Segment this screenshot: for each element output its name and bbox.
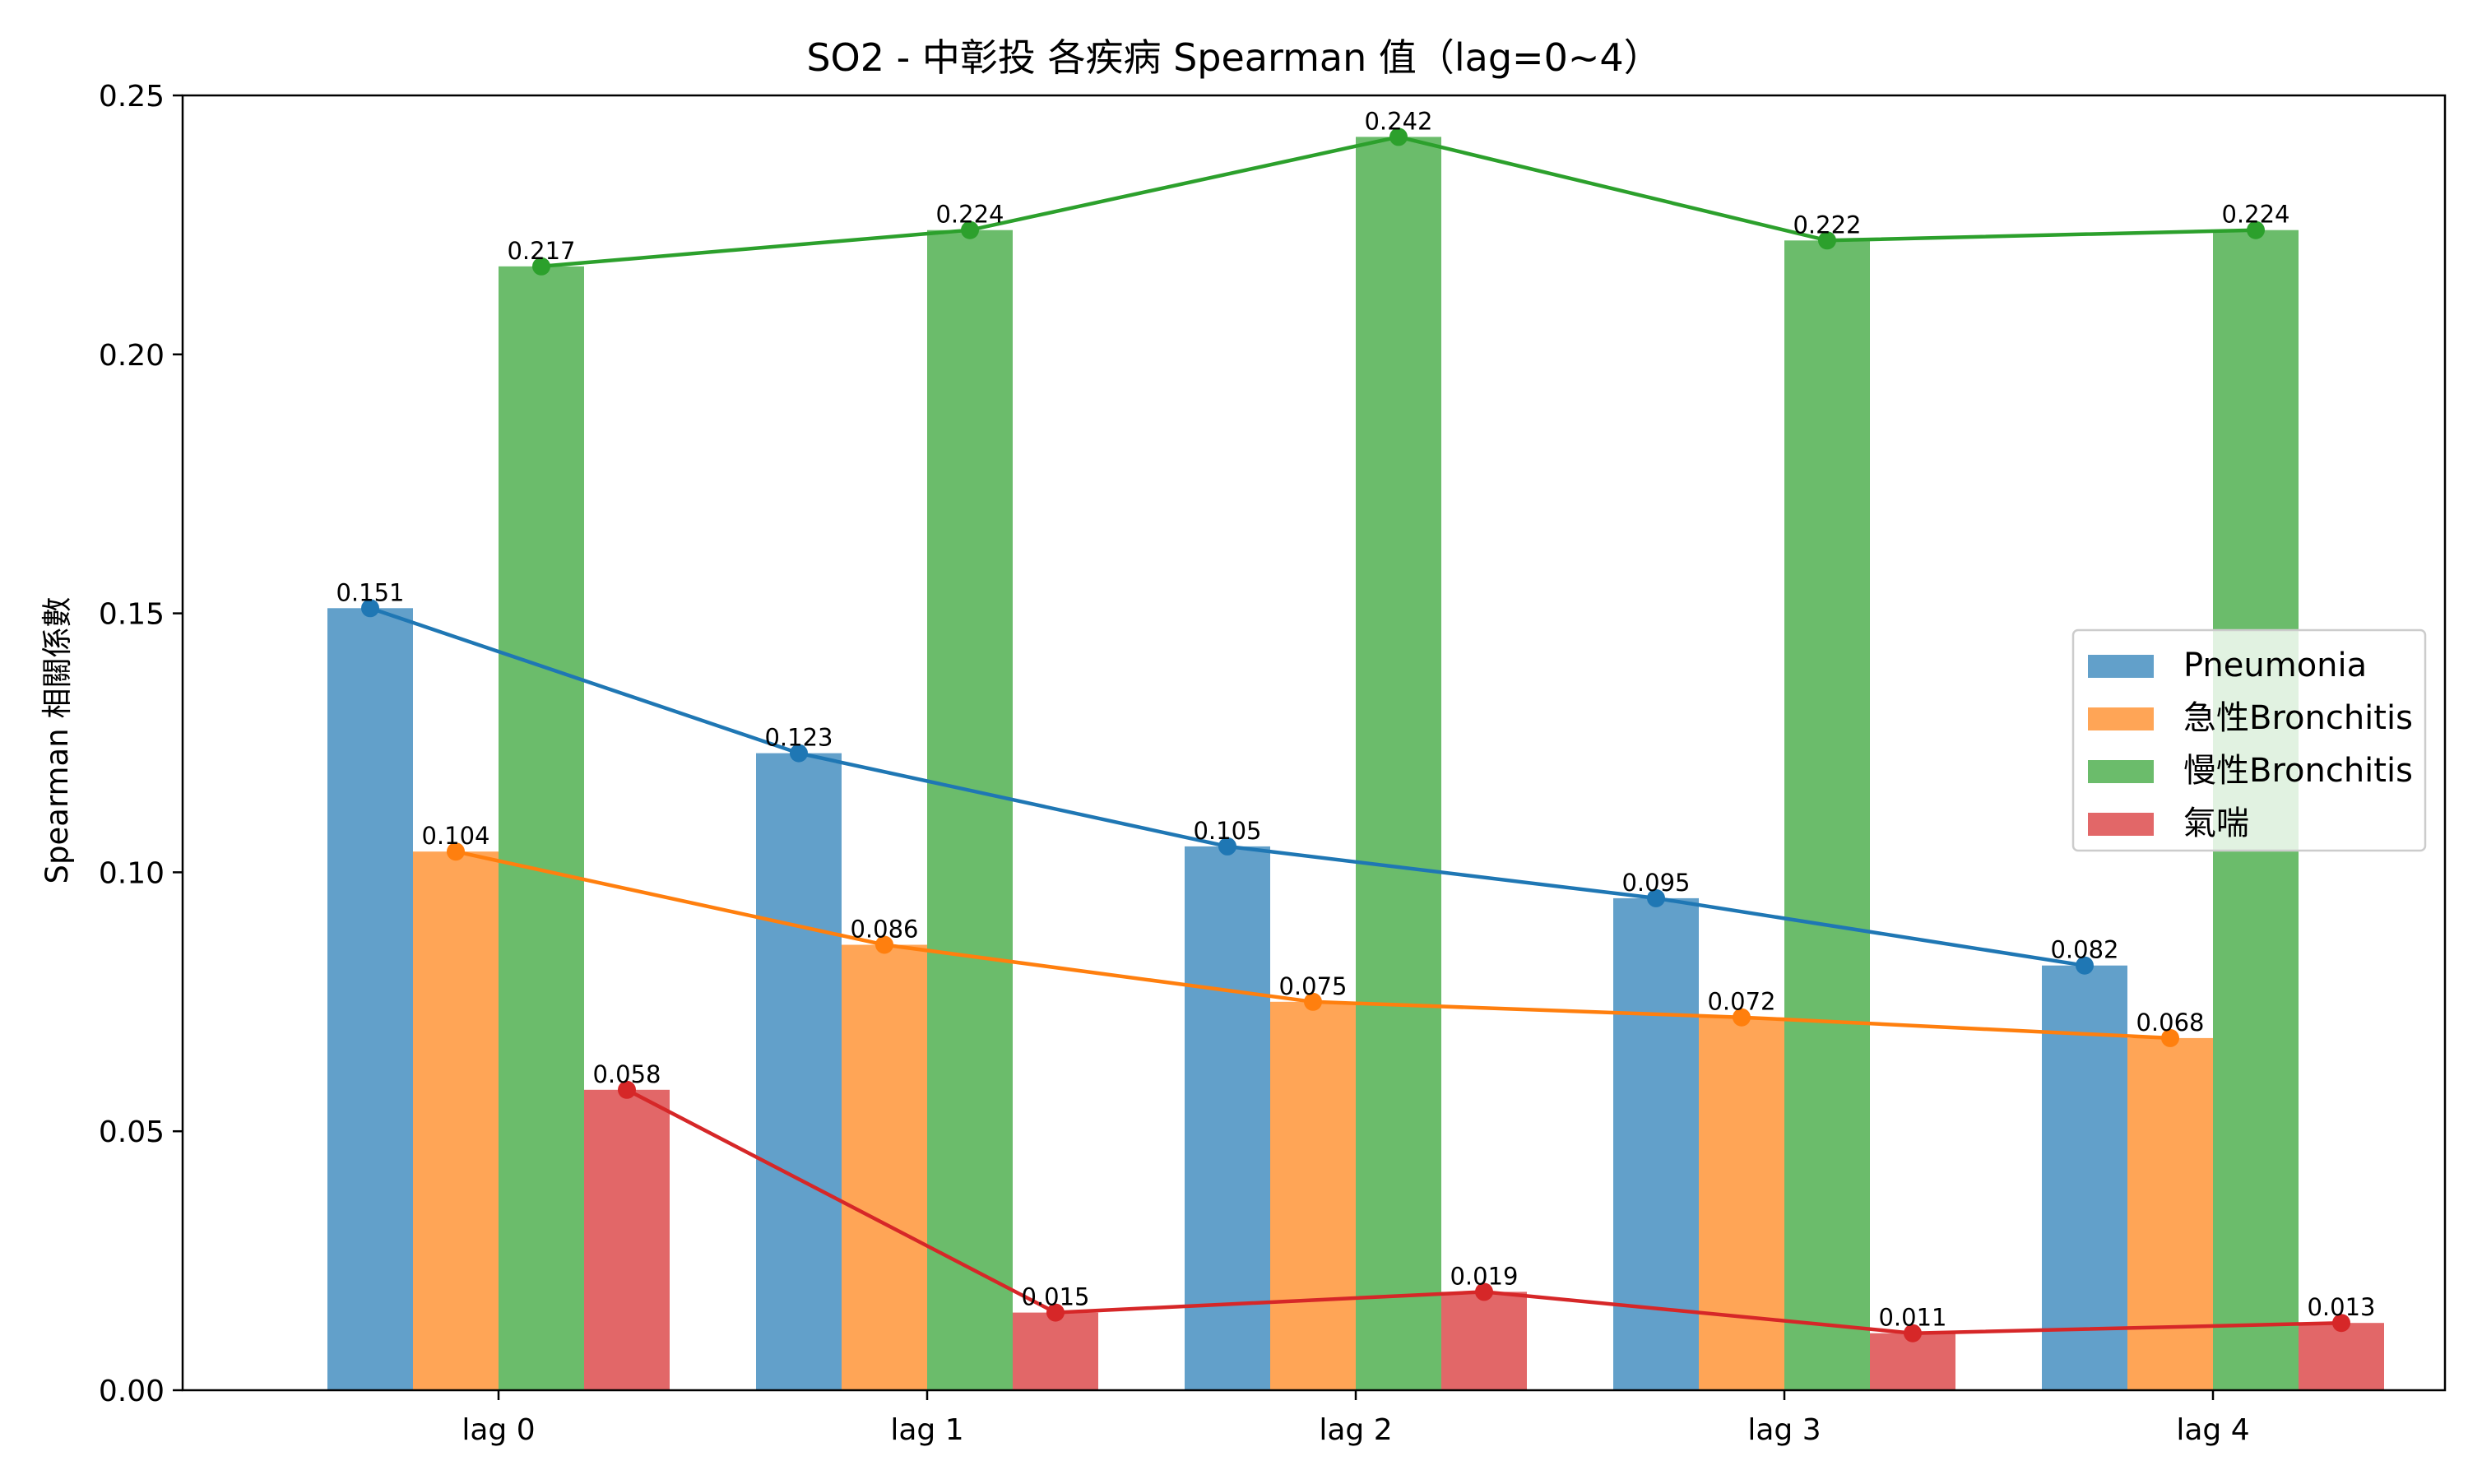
series-marker bbox=[961, 220, 979, 239]
data-label: 0.058 bbox=[592, 1060, 661, 1088]
x-axis: lag 0 lag 1 lag 2 lag 3 lag 4 bbox=[462, 1390, 2250, 1447]
bar bbox=[927, 230, 1013, 1391]
series-marker bbox=[1733, 1008, 1751, 1027]
series-marker bbox=[1304, 992, 1322, 1011]
x-tick-label: lag 0 bbox=[462, 1413, 535, 1447]
legend-swatch bbox=[2088, 813, 2154, 836]
y-tick-label: 0.20 bbox=[99, 339, 165, 373]
data-label: 0.075 bbox=[1278, 972, 1347, 1000]
bar bbox=[1270, 1001, 1356, 1390]
x-tick-label: lag 3 bbox=[1747, 1413, 1821, 1447]
data-label: 0.123 bbox=[764, 724, 833, 752]
data-labels-group: 0.151 0.123 0.105 0.095 0.082 0.104 0.086 0.075… bbox=[336, 107, 2375, 1331]
series-marker bbox=[1218, 837, 1236, 856]
bar bbox=[584, 1089, 670, 1390]
series-marker bbox=[1818, 231, 1836, 250]
y-tick-label: 0.10 bbox=[99, 856, 165, 890]
data-label: 0.019 bbox=[1450, 1262, 1518, 1290]
chart-title: SO2 - 中彰投 各疾病 Spearman 值（lag=0~4） bbox=[806, 35, 1661, 80]
data-label: 0.072 bbox=[1707, 988, 1775, 1016]
bar bbox=[1441, 1292, 1527, 1390]
data-label: 0.224 bbox=[2221, 201, 2289, 229]
plot-frame bbox=[181, 94, 2447, 1392]
series-marker bbox=[875, 935, 893, 954]
bar bbox=[1185, 846, 1270, 1390]
legend-swatch bbox=[2088, 707, 2154, 730]
bar bbox=[842, 944, 927, 1390]
data-label: 0.224 bbox=[935, 201, 1004, 229]
data-label: 0.242 bbox=[1364, 107, 1432, 135]
legend-label: 慢性Bronchitis bbox=[2183, 752, 2413, 790]
series-marker bbox=[2076, 956, 2094, 975]
y-tick-label: 0.00 bbox=[99, 1375, 165, 1408]
series-marker bbox=[1647, 888, 1665, 907]
series-marker bbox=[1389, 128, 1408, 146]
data-label: 0.105 bbox=[1193, 817, 1261, 845]
legend-box bbox=[2071, 628, 2427, 852]
series-marker bbox=[618, 1080, 636, 1099]
bar bbox=[2042, 965, 2127, 1390]
legend-label: 急性Bronchitis bbox=[2183, 699, 2413, 737]
bar bbox=[1870, 1333, 1955, 1390]
legend-label: Pneumonia bbox=[2183, 647, 2367, 684]
legend-label: 氣喘 bbox=[2183, 805, 2249, 842]
series-marker bbox=[1904, 1324, 1922, 1343]
y-axis: 0.00 0.05 0.10 0.15 0.20 0.25 bbox=[99, 80, 183, 1408]
y-tick-label: 0.05 bbox=[99, 1115, 165, 1149]
x-tick-label: lag 2 bbox=[1319, 1413, 1392, 1447]
bar bbox=[1613, 897, 1699, 1390]
data-label: 0.222 bbox=[1793, 211, 1861, 239]
legend-swatch bbox=[2088, 760, 2154, 783]
y-tick-label: 0.25 bbox=[99, 80, 165, 114]
series-marker bbox=[532, 257, 550, 276]
series-marker bbox=[1475, 1282, 1493, 1301]
markers-group bbox=[361, 128, 2350, 1343]
y-axis-title: Spearman 相關係數 bbox=[39, 597, 75, 884]
data-label: 0.011 bbox=[1878, 1304, 1946, 1332]
y-tick-label: 0.15 bbox=[99, 598, 165, 632]
bar bbox=[756, 753, 842, 1390]
x-tick-label: lag 1 bbox=[890, 1413, 963, 1447]
data-label: 0.082 bbox=[2050, 936, 2118, 964]
bar bbox=[499, 266, 584, 1390]
data-label: 0.013 bbox=[2307, 1293, 2375, 1321]
data-label: 0.086 bbox=[850, 916, 918, 944]
data-label: 0.068 bbox=[2136, 1009, 2204, 1036]
plot-area: 0.151 0.123 0.105 0.095 0.082 0.104 0.086 0.075… bbox=[99, 80, 2447, 1447]
bar bbox=[1356, 137, 1441, 1390]
bars-group bbox=[327, 137, 2384, 1391]
data-label: 0.151 bbox=[336, 578, 404, 606]
bar bbox=[1013, 1312, 1098, 1390]
data-label: 0.095 bbox=[1621, 869, 1690, 897]
series-marker bbox=[2247, 220, 2265, 239]
legend: Pneumonia 急性Bronchitis 慢性Bronchitis 氣喘 bbox=[2071, 628, 2427, 852]
series-marker bbox=[447, 842, 465, 861]
bar bbox=[413, 851, 499, 1390]
bar bbox=[2299, 1323, 2384, 1390]
bar bbox=[327, 608, 413, 1390]
series-marker bbox=[2332, 1314, 2350, 1333]
series-marker bbox=[790, 744, 808, 763]
bar bbox=[2127, 1037, 2213, 1390]
data-label: 0.104 bbox=[421, 822, 489, 850]
x-tick-label: lag 4 bbox=[2176, 1413, 2249, 1447]
data-label: 0.015 bbox=[1021, 1283, 1089, 1311]
legend-swatch bbox=[2088, 655, 2154, 678]
series-marker bbox=[1046, 1303, 1065, 1322]
bar bbox=[1699, 1017, 1784, 1390]
data-label: 0.217 bbox=[507, 237, 575, 265]
series-marker bbox=[2161, 1028, 2179, 1047]
bar bbox=[1784, 240, 1870, 1390]
series-marker bbox=[361, 599, 379, 618]
